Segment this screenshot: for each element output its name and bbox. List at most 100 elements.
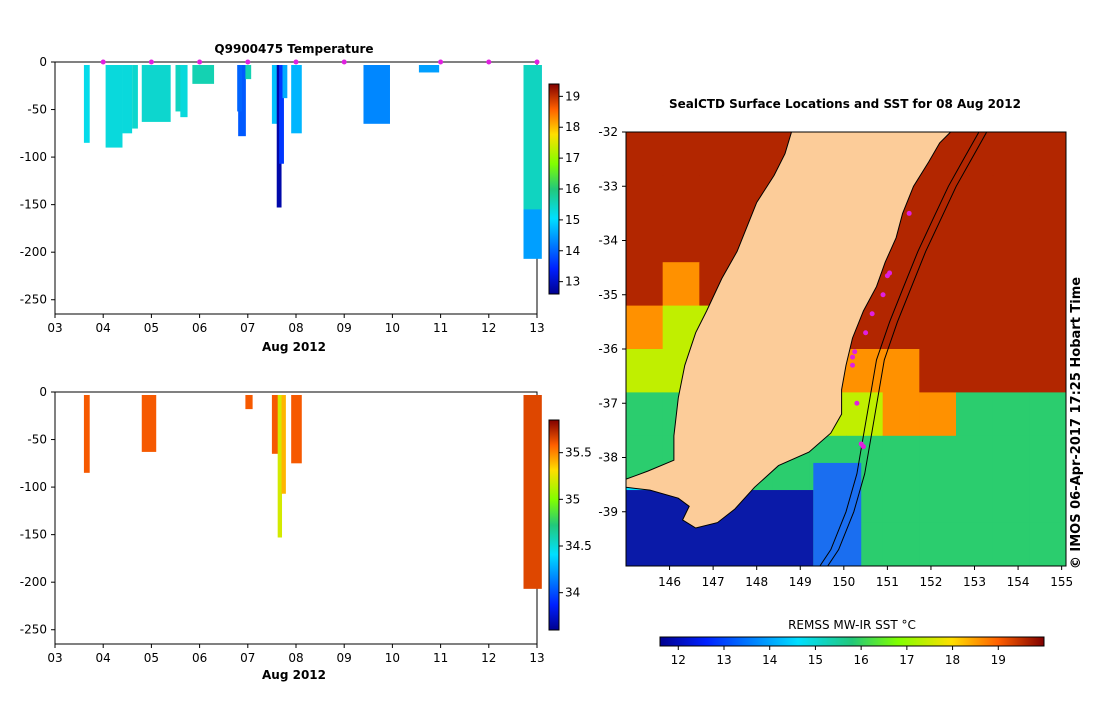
x-tick-label: 147: [702, 575, 725, 589]
temperature-x-axis: 03 04 05 06 07 08 09 10 11 12 13: [47, 314, 545, 335]
y-tick-label: -38: [598, 451, 618, 465]
sst-cell: [992, 175, 1030, 220]
x-tick-label: 05: [144, 321, 159, 335]
sst-cell: [992, 262, 1030, 307]
salinity-colorbar-ticks: 34 34.5 35 35.5: [559, 446, 592, 600]
colorbar-tick-label: 19: [565, 89, 580, 103]
x-tick-label: 10: [385, 321, 400, 335]
sst-cell: [992, 392, 1030, 437]
sst-cell: [626, 305, 664, 350]
salinity-bars: [83, 395, 542, 589]
surface-marker: [534, 59, 540, 65]
x-tick-label: 04: [96, 651, 111, 665]
sst-cell: [956, 479, 994, 524]
profile-bar: [83, 395, 90, 473]
x-tick-label: 13: [529, 321, 544, 335]
sst-cell: [662, 132, 700, 176]
ctd-location: [854, 400, 860, 406]
ctd-location: [850, 362, 856, 368]
x-tick-label: 150: [832, 575, 855, 589]
x-tick-label: 09: [337, 321, 352, 335]
y-tick-label: -36: [598, 342, 618, 356]
x-tick-label: 09: [337, 651, 352, 665]
ctd-location: [863, 330, 869, 336]
profile-bar: [180, 65, 188, 118]
ctd-location: [869, 311, 875, 317]
x-tick-label: 151: [876, 575, 899, 589]
y-tick-label: -32: [598, 125, 618, 139]
sst-cell: [699, 132, 737, 176]
sst-cell: [956, 435, 994, 480]
south-coast-water: [813, 462, 862, 566]
profile-bar: [141, 395, 157, 452]
ctd-location: [906, 210, 912, 216]
profile-bar: [363, 65, 390, 124]
ctd-location: [880, 292, 886, 298]
temperature-chart: Q9900475 Temperature 03 04 05 06 07 08 09 10 11 1…: [20, 42, 581, 354]
x-tick-label: 155: [1050, 575, 1073, 589]
sst-cell: [1029, 132, 1066, 176]
colorbar-tick-label: 17: [565, 151, 580, 165]
colorbar-tick-label: 16: [565, 182, 580, 196]
sst-cell: [626, 175, 664, 220]
y-tick-label: -100: [20, 150, 47, 164]
sst-cell: [956, 392, 994, 437]
surface-marker: [245, 59, 251, 65]
sst-map-chart: SealCTD Surface Locations and SST for 08…: [598, 97, 1084, 667]
x-tick-label: 07: [240, 651, 255, 665]
colorbar-tick-label: 17: [899, 653, 914, 667]
salinity-x-axis: 03 04 05 06 07 08 09 10 11 12 13: [47, 644, 545, 665]
x-tick-label: 11: [433, 321, 448, 335]
profile-bar: [279, 65, 284, 164]
sst-colorbar: [659, 636, 1045, 647]
sst-cell: [1029, 262, 1066, 307]
x-tick-label: 05: [144, 651, 159, 665]
colorbar-tick-label: 14: [565, 244, 580, 258]
sst-cell: [699, 218, 737, 263]
x-tick-label: 08: [288, 321, 303, 335]
x-tick-label: 03: [47, 651, 62, 665]
sst-cell: [992, 218, 1030, 263]
sst-cell: [626, 218, 664, 263]
surface-marker: [100, 59, 106, 65]
surface-marker: [148, 59, 154, 65]
colorbar-tick-label: 16: [854, 653, 869, 667]
profile-bar: [277, 395, 283, 538]
sst-cell: [1029, 479, 1066, 524]
sst-cell: [626, 262, 664, 307]
sst-cell: [919, 435, 957, 480]
sst-cell: [626, 392, 664, 437]
surface-marker: [197, 59, 203, 65]
colorbar-tick-label: 15: [808, 653, 823, 667]
sst-cell: [736, 132, 774, 176]
profile-bar: [237, 65, 243, 112]
y-tick-label: -200: [20, 245, 47, 259]
colorbar-tick-label: 15: [565, 213, 580, 227]
colorbar-tick-label: 18: [945, 653, 960, 667]
profile-bar: [132, 65, 138, 129]
sst-cell: [992, 522, 1030, 566]
colorbar-tick-label: 18: [565, 120, 580, 134]
y-tick-label: 0: [39, 55, 47, 69]
sst-cell: [919, 262, 957, 307]
profile-bar: [245, 65, 252, 80]
sst-cell: [992, 305, 1030, 350]
sst-cell: [882, 522, 920, 566]
y-tick-label: -100: [20, 480, 47, 494]
sst-cell: [956, 175, 994, 220]
profile-bar: [271, 65, 279, 124]
sst-cell: [1029, 435, 1066, 480]
x-tick-label: 12: [481, 651, 496, 665]
y-tick-label: -37: [598, 396, 618, 410]
sst-cell: [956, 349, 994, 393]
profile-bar: [282, 65, 288, 99]
sst-cell: [1029, 218, 1066, 263]
sst-colorbar-label: REMSS MW-IR SST °C: [788, 618, 916, 632]
temperature-chart-title: Q9900475 Temperature: [214, 42, 373, 56]
profile-bar: [122, 65, 133, 134]
shelf-contour-outer: [827, 132, 988, 566]
salinity-chart: 03 04 05 06 07 08 09 10 11 12 13 0 -50 -100 -150 -200 -…: [20, 385, 592, 682]
sst-cell: [992, 435, 1030, 480]
sst-colorbar-ticks: 12 13 14 15 16 17 18 19: [671, 646, 1006, 667]
